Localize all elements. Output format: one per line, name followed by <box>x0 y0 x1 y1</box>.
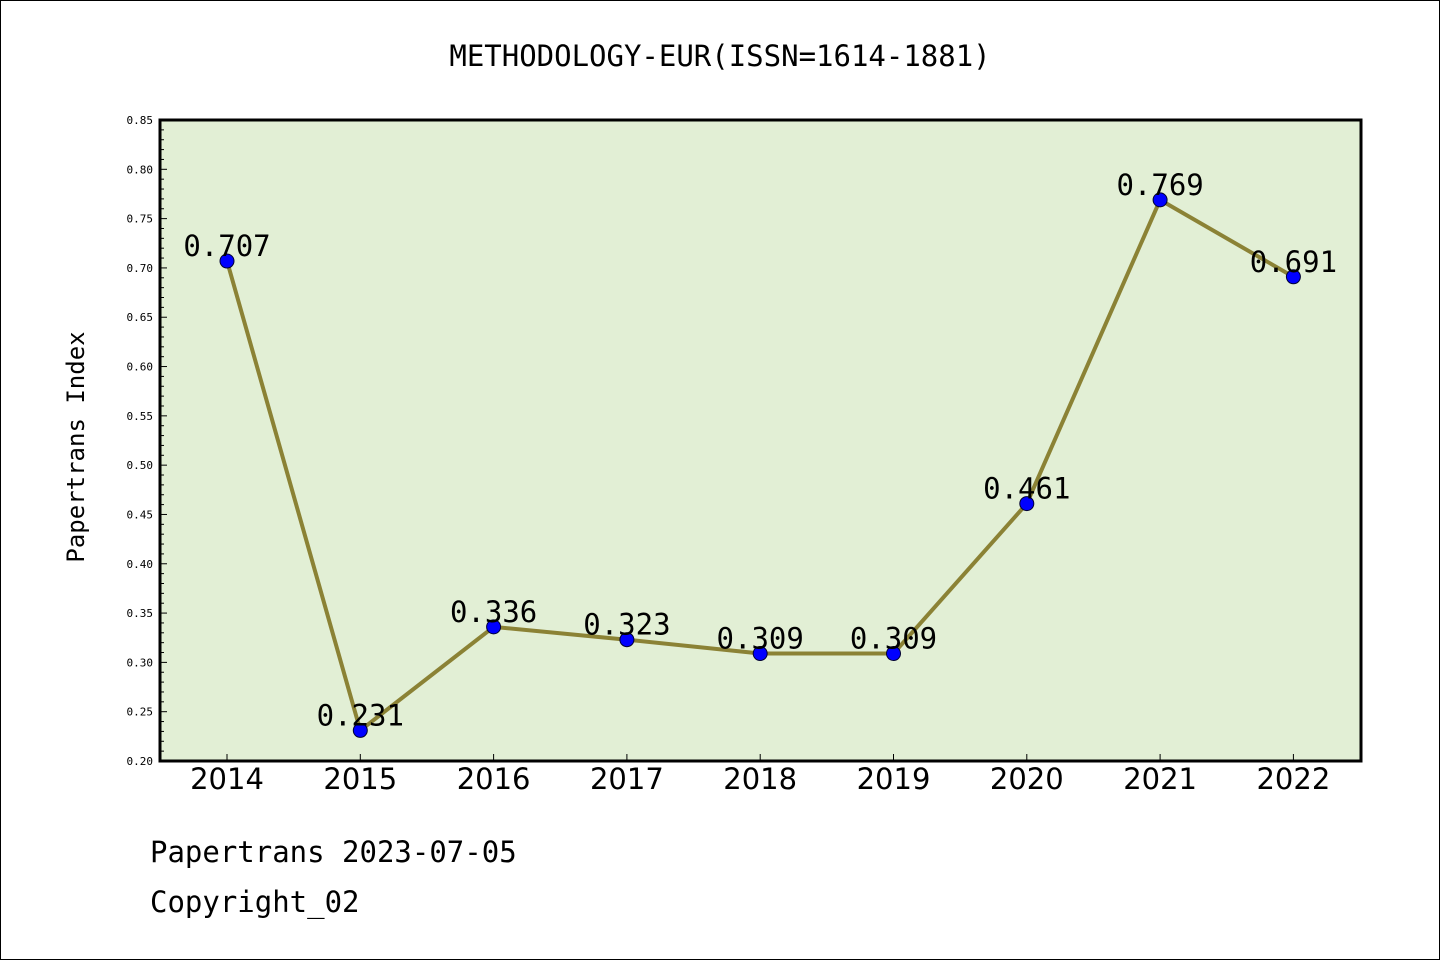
chart-title: METHODOLOGY-EUR(ISSN=1614-1881) <box>449 39 990 73</box>
y-tick-label: 0.65 <box>127 311 154 324</box>
data-label: 0.231 <box>317 698 404 732</box>
y-tick-label: 0.75 <box>127 213 154 226</box>
footer-date: Papertrans 2023-07-05 <box>150 835 517 869</box>
y-tick-label: 0.70 <box>127 262 154 275</box>
data-label: 0.707 <box>183 229 270 263</box>
x-tick-label: 2019 <box>857 762 931 796</box>
data-label: 0.769 <box>1116 168 1203 202</box>
x-tick-label: 2018 <box>723 762 797 796</box>
data-point <box>1285 269 1301 285</box>
data-point <box>219 253 235 269</box>
series-layer <box>219 192 1301 738</box>
y-axis-ticks: 0.20 0.25 0.30 0.35 0.40 0.45 0.50 0.55 0.60 0.65… <box>127 114 167 768</box>
x-tick-label: 2017 <box>590 762 664 796</box>
y-tick-label: 0.25 <box>127 706 154 719</box>
data-label: 0.336 <box>450 595 537 629</box>
y-tick-label: 0.50 <box>127 459 154 472</box>
y-tick-label: 0.80 <box>127 163 154 176</box>
y-tick-label: 0.60 <box>127 361 154 374</box>
data-point <box>486 619 502 635</box>
x-axis-ticks: 2014 2015 2016 2017 2018 2019 2020 2021 2022 <box>190 754 1330 796</box>
data-label: 0.309 <box>717 622 804 656</box>
data-point <box>886 646 901 662</box>
data-label: 0.691 <box>1250 245 1337 279</box>
x-tick-label: 2014 <box>190 762 264 796</box>
data-point <box>1019 496 1035 512</box>
data-point <box>1152 192 1168 208</box>
y-tick-label: 0.40 <box>127 558 154 571</box>
y-tick-label: 0.20 <box>127 755 154 768</box>
x-tick-label: 2016 <box>457 762 531 796</box>
data-point <box>352 722 368 738</box>
data-point <box>619 632 635 648</box>
x-tick-label: 2015 <box>323 762 397 796</box>
y-tick-label: 0.85 <box>127 114 154 127</box>
x-tick-label: 2021 <box>1123 762 1197 796</box>
y-axis-label: Papertrans Index <box>62 331 90 562</box>
data-labels: 0.707 0.231 0.336 0.323 0.309 0.309 0.461 0.769… <box>183 168 1337 733</box>
data-point <box>752 646 768 662</box>
y-tick-label: 0.30 <box>127 656 154 669</box>
data-label: 0.461 <box>983 472 1070 506</box>
x-tick-label: 2022 <box>1256 762 1330 796</box>
y-tick-label: 0.35 <box>127 607 154 620</box>
y-tick-label: 0.45 <box>127 508 154 521</box>
footer-copyright: Copyright_02 <box>150 885 360 919</box>
data-label: 0.309 <box>850 622 937 656</box>
y-tick-label: 0.55 <box>127 410 154 423</box>
data-label: 0.323 <box>583 608 670 642</box>
x-tick-label: 2020 <box>990 762 1064 796</box>
